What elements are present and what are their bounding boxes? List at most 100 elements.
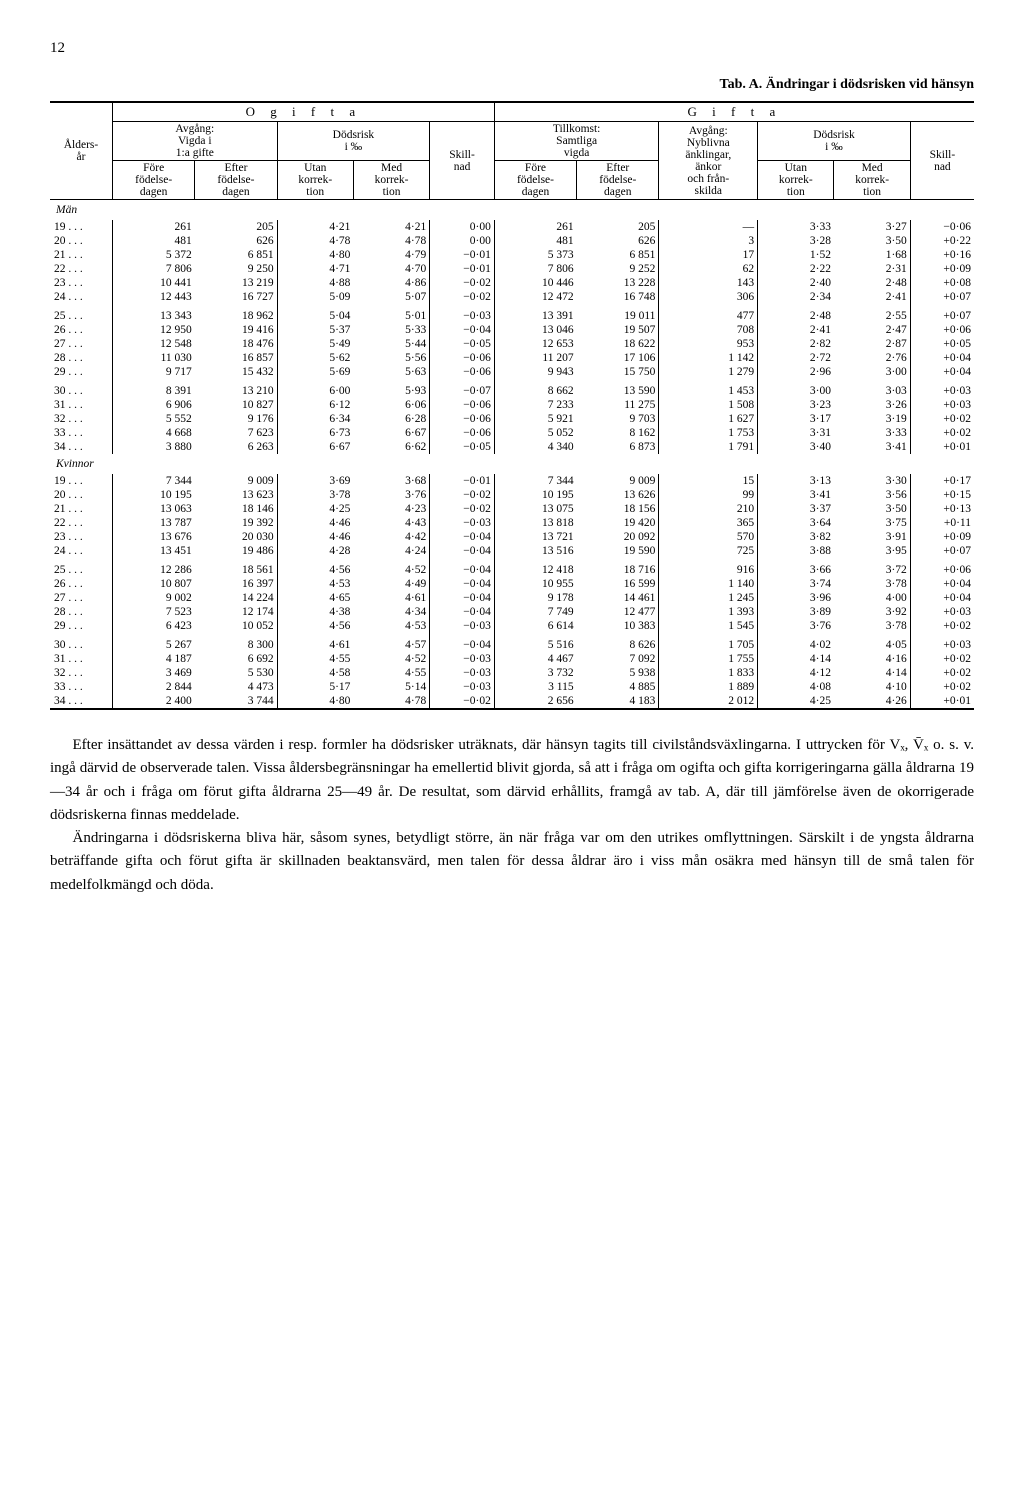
table-cell: 6·73: [277, 426, 353, 440]
table-cell: 4 340: [494, 440, 576, 454]
table-cell: +0·17: [910, 474, 974, 488]
col-tillkomst: Tillkomst: Samtliga vigda: [494, 122, 659, 161]
table-cell: 22 . . .: [50, 262, 113, 276]
table-cell: 3·50: [834, 502, 910, 516]
table-cell: 7 806: [494, 262, 576, 276]
col-dodsrisk2: Dödsrisk i ‰: [758, 122, 911, 161]
col-utan2: Utan korrek- tion: [758, 161, 834, 200]
table-cell: 1 245: [659, 591, 758, 605]
table-cell: +0·01: [910, 440, 974, 454]
table-cell: 3·37: [758, 502, 834, 516]
table-cell: 13 818: [494, 516, 576, 530]
table-cell: 10 195: [113, 488, 195, 502]
table-cell: 5·07: [353, 290, 429, 304]
table-cell: 4·23: [353, 502, 429, 516]
table-cell: 5·09: [277, 290, 353, 304]
table-cell: 8 162: [577, 426, 659, 440]
table-cell: 18 962: [195, 304, 277, 323]
page-number: 12: [50, 40, 974, 57]
table-cell: 6 873: [577, 440, 659, 454]
table-cell: 5·93: [353, 379, 429, 398]
table-cell: +0·04: [910, 351, 974, 365]
table-cell: 13 516: [494, 544, 576, 558]
table-cell: 9 250: [195, 262, 277, 276]
table-cell: +0·04: [910, 365, 974, 379]
table-cell: +0·01: [910, 694, 974, 709]
table-cell: 210: [659, 502, 758, 516]
table-cell: 4·16: [834, 652, 910, 666]
table-row: 24 . . .12 44316 7275·095·07−0·0212 4721…: [50, 290, 974, 304]
table-row: 20 . . .10 19513 6233·783·76−0·0210 1951…: [50, 488, 974, 502]
table-cell: 32 . . .: [50, 666, 113, 680]
table-cell: 7 523: [113, 605, 195, 619]
table-cell: 10 383: [577, 619, 659, 633]
table-cell: 3·68: [353, 474, 429, 488]
table-cell: 4·42: [353, 530, 429, 544]
table-cell: 143: [659, 276, 758, 290]
table-cell: 18 146: [195, 502, 277, 516]
table-cell: 25 . . .: [50, 304, 113, 323]
table-cell: 13 343: [113, 304, 195, 323]
table-row: 23 . . .13 67620 0304·464·42−0·0413 7212…: [50, 530, 974, 544]
table-cell: +0·06: [910, 323, 974, 337]
table-cell: +0·08: [910, 276, 974, 290]
table-cell: 18 622: [577, 337, 659, 351]
table-cell: 3·41: [834, 440, 910, 454]
table-cell: 6 614: [494, 619, 576, 633]
table-cell: 2 656: [494, 694, 576, 709]
section-label: Kvinnor: [50, 454, 974, 474]
table-cell: 14 461: [577, 591, 659, 605]
table-cell: 0·00: [430, 220, 495, 234]
table-cell: 24 . . .: [50, 544, 113, 558]
table-cell: +0·03: [910, 379, 974, 398]
table-cell: +0·03: [910, 605, 974, 619]
table-row: 29 . . .9 71715 4325·695·63−0·069 94315 …: [50, 365, 974, 379]
table-cell: 4·52: [353, 652, 429, 666]
table-title: Tab. A. Ändringar i dödsrisken vid hänsy…: [50, 77, 974, 93]
table-cell: 11 030: [113, 351, 195, 365]
table-cell: 5·37: [277, 323, 353, 337]
table-cell: +0·16: [910, 248, 974, 262]
table-cell: 19 590: [577, 544, 659, 558]
table-cell: −0·06: [430, 412, 495, 426]
table-cell: 3·75: [834, 516, 910, 530]
table-cell: 9 176: [195, 412, 277, 426]
table-cell: 3·82: [758, 530, 834, 544]
table-row: 34 . . .3 8806 2636·676·62−0·054 3406 87…: [50, 440, 974, 454]
table-cell: 4·57: [353, 633, 429, 652]
table-cell: 13 075: [494, 502, 576, 516]
table-cell: −0·05: [430, 440, 495, 454]
table-cell: 3·56: [834, 488, 910, 502]
table-cell: +0·02: [910, 680, 974, 694]
table-cell: 626: [577, 234, 659, 248]
table-cell: 27 . . .: [50, 337, 113, 351]
table-cell: 3·33: [834, 426, 910, 440]
table-cell: 205: [577, 220, 659, 234]
table-cell: −0·04: [430, 605, 495, 619]
table-cell: 1 833: [659, 666, 758, 680]
table-cell: 8 626: [577, 633, 659, 652]
table-cell: 3·03: [834, 379, 910, 398]
table-cell: 10 052: [195, 619, 277, 633]
table-cell: 5 372: [113, 248, 195, 262]
table-cell: 4·80: [277, 694, 353, 709]
table-cell: 4·79: [353, 248, 429, 262]
table-cell: 4·88: [277, 276, 353, 290]
table-cell: 3·17: [758, 412, 834, 426]
table-cell: 34 . . .: [50, 694, 113, 709]
table-cell: 3·40: [758, 440, 834, 454]
table-cell: −0·07: [430, 379, 495, 398]
table-cell: −0·05: [430, 337, 495, 351]
table-cell: 3 880: [113, 440, 195, 454]
table-cell: 33 . . .: [50, 426, 113, 440]
table-cell: +0·07: [910, 304, 974, 323]
table-cell: +0·09: [910, 262, 974, 276]
table-cell: 12 286: [113, 558, 195, 577]
col-avgang1: Avgång: Vigda i 1:a gifte: [113, 122, 278, 161]
table-cell: 9 002: [113, 591, 195, 605]
table-row: 30 . . .5 2678 3004·614·57−0·045 5168 62…: [50, 633, 974, 652]
table-cell: 4·61: [353, 591, 429, 605]
table-cell: 570: [659, 530, 758, 544]
table-cell: 3·23: [758, 398, 834, 412]
table-cell: 5·69: [277, 365, 353, 379]
